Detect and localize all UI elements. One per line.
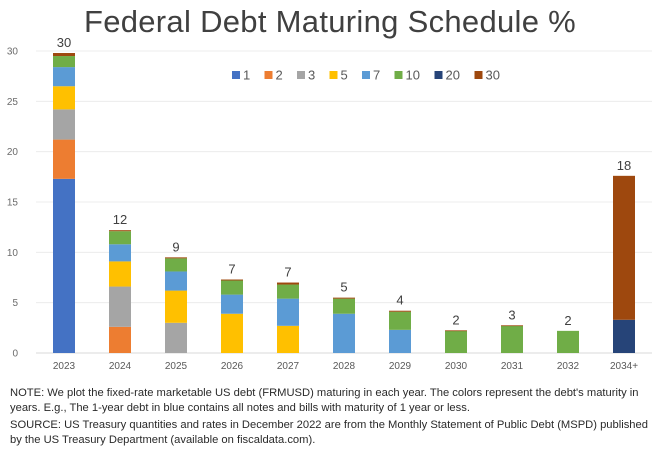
- y-tick-label: 15: [7, 198, 19, 209]
- y-tick-label: 20: [7, 147, 19, 158]
- bar-segment-30: [613, 175, 635, 320]
- legend-swatch-3: [297, 71, 305, 79]
- bar-segment-7: [109, 244, 131, 262]
- y-tick-label: 10: [7, 248, 19, 259]
- x-tick-label: 2024: [109, 361, 132, 372]
- bar-segment-10: [221, 280, 243, 295]
- bar-segment-10: [165, 258, 187, 272]
- bar-segment-30: [389, 310, 411, 312]
- bar-segment-3: [109, 286, 131, 327]
- bar-segment-7: [221, 294, 243, 314]
- legend-swatch-30: [474, 71, 483, 79]
- x-tick-label: 2026: [221, 361, 244, 372]
- bar-segment-30: [445, 330, 467, 332]
- bar-segment-30: [277, 282, 299, 285]
- x-tick-label: 2032: [557, 361, 580, 372]
- x-tick-label: 2031: [501, 361, 524, 372]
- bar-segment-7: [333, 313, 355, 353]
- legend-label: 30: [486, 68, 500, 83]
- x-tick-label: 2025: [165, 361, 188, 372]
- legend-swatch-10: [394, 71, 403, 79]
- bars: [53, 53, 635, 353]
- total-label: 5: [340, 280, 347, 295]
- x-tick-label: 2027: [277, 361, 300, 372]
- legend-label: 7: [373, 68, 380, 83]
- x-tick-label: 2034+: [610, 361, 638, 372]
- legend-swatch-1: [232, 71, 240, 79]
- legend: 1 2 3 5 7 10 20 30: [232, 68, 500, 83]
- bar-segment-10: [277, 284, 299, 299]
- bar-segment-5: [53, 86, 75, 110]
- bar-segment-5: [221, 313, 243, 353]
- bar-segment-3: [53, 109, 75, 140]
- bar-segment-10: [445, 330, 467, 353]
- bar-segment-30: [53, 53, 75, 57]
- bar-segment-10: [109, 231, 131, 245]
- bar-segment-10: [333, 298, 355, 314]
- bar-segment-7: [277, 298, 299, 326]
- bar-segment-5: [109, 261, 131, 287]
- bar-segment-30: [221, 279, 243, 281]
- bar-segment-20: [613, 319, 635, 353]
- bar-segment-10: [389, 311, 411, 330]
- bar-segment-10: [557, 330, 579, 353]
- y-tick-label: 30: [7, 47, 19, 58]
- total-label: 9: [172, 239, 179, 254]
- y-tick-label: 0: [12, 349, 18, 360]
- legend-label: 5: [341, 68, 348, 83]
- x-tick-label: 2023: [53, 361, 76, 372]
- total-label: 30: [57, 35, 71, 50]
- chart-title: Federal Debt Maturing Schedule %: [83, 4, 577, 39]
- total-label: 18: [617, 158, 631, 173]
- total-label: 7: [284, 265, 291, 280]
- total-label: 12: [113, 212, 127, 227]
- bar-segment-3: [165, 322, 187, 353]
- y-axis: 0 5 10 15 20 25 30: [7, 47, 19, 360]
- bar-segment-1: [53, 178, 75, 353]
- total-label: 4: [396, 293, 403, 308]
- bar-segment-7: [53, 67, 75, 87]
- y-tick-label: 25: [7, 97, 19, 108]
- total-label: 7: [228, 262, 235, 277]
- x-tick-label: 2029: [389, 361, 412, 372]
- legend-label: 1: [243, 68, 250, 83]
- bar-segment-10: [501, 325, 523, 353]
- x-axis: 2023 2024 2025 2026 2027 2028 2029 2030 2031 2032…: [53, 361, 638, 372]
- legend-swatch-20: [434, 71, 443, 79]
- total-label: 2: [564, 313, 571, 328]
- bar-segment-7: [389, 329, 411, 353]
- bar-segment-30: [165, 257, 187, 259]
- bar-segment-5: [277, 325, 299, 353]
- total-label: 3: [508, 307, 515, 322]
- legend-label: 20: [446, 68, 460, 83]
- bar-segment-30: [109, 230, 131, 232]
- bar-segment-30: [333, 297, 355, 299]
- x-tick-label: 2028: [333, 361, 356, 372]
- legend-swatch-7: [362, 71, 370, 79]
- bar-segment-30: [501, 325, 523, 327]
- total-label: 2: [452, 312, 459, 327]
- legend-swatch-5: [329, 71, 338, 79]
- legend-label: 10: [406, 68, 420, 83]
- source-text: SOURCE: US Treasury quantities and rates…: [10, 419, 648, 446]
- note-text: NOTE: We plot the fixed-rate marketable …: [10, 387, 639, 414]
- bar-segment-7: [165, 271, 187, 291]
- legend-swatch-2: [264, 71, 273, 79]
- bar-segment-2: [53, 139, 75, 179]
- bar-segment-2: [109, 326, 131, 353]
- legend-label: 3: [308, 68, 315, 83]
- bar-segment-5: [165, 290, 187, 323]
- bar-segment-10: [53, 56, 75, 68]
- y-tick-label: 5: [12, 298, 18, 309]
- legend-label: 2: [276, 68, 283, 83]
- x-tick-label: 2030: [445, 361, 468, 372]
